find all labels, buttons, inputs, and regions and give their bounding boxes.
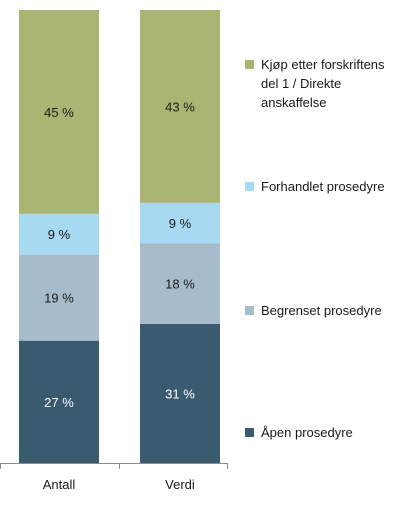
legend-swatch <box>245 182 254 191</box>
legend-label: Begrenset prosedyre <box>261 303 382 318</box>
bar-segment-verdi-1 <box>140 243 220 324</box>
bar-segment-antall-0 <box>19 340 99 463</box>
legend-label: Kjøp etter forskriftens <box>261 57 385 72</box>
legend: Kjøp etter forskriftens del 1 / Direkte an… <box>245 57 385 440</box>
legend-swatch <box>245 306 254 315</box>
x-tick-label: Verdi <box>165 477 195 492</box>
data-label: 31 % <box>165 386 195 401</box>
bar-segment-verdi-0 <box>140 323 220 463</box>
legend-label: Forhandlet prosedyre <box>261 179 385 194</box>
data-label: 9 % <box>169 216 192 231</box>
legend-swatch <box>245 60 254 69</box>
data-label: 45 % <box>44 105 74 120</box>
legend-label: anskaffelse <box>261 95 327 110</box>
bar-segment-antall-3 <box>19 10 99 214</box>
bar-segment-verdi-2 <box>140 202 220 244</box>
data-label: 27 % <box>44 395 74 410</box>
legend-label: del 1 / Direkte <box>261 76 341 91</box>
legend-label: Åpen prosedyre <box>261 425 353 440</box>
data-label: 43 % <box>165 99 195 114</box>
bars-layer: 27 % 19 % 9 % 45 % 31 % 18 % 9 % 43 % <box>19 10 220 463</box>
data-label: 19 % <box>44 291 74 306</box>
data-label: 18 % <box>165 277 195 292</box>
x-tick-label: Antall <box>43 477 76 492</box>
legend-swatch <box>245 428 254 437</box>
bar-segment-antall-2 <box>19 213 99 255</box>
bar-segment-antall-1 <box>19 254 99 341</box>
x-axis: Antall Verdi <box>0 463 228 492</box>
data-label: 9 % <box>48 227 71 242</box>
bar-segment-verdi-3 <box>140 10 220 203</box>
